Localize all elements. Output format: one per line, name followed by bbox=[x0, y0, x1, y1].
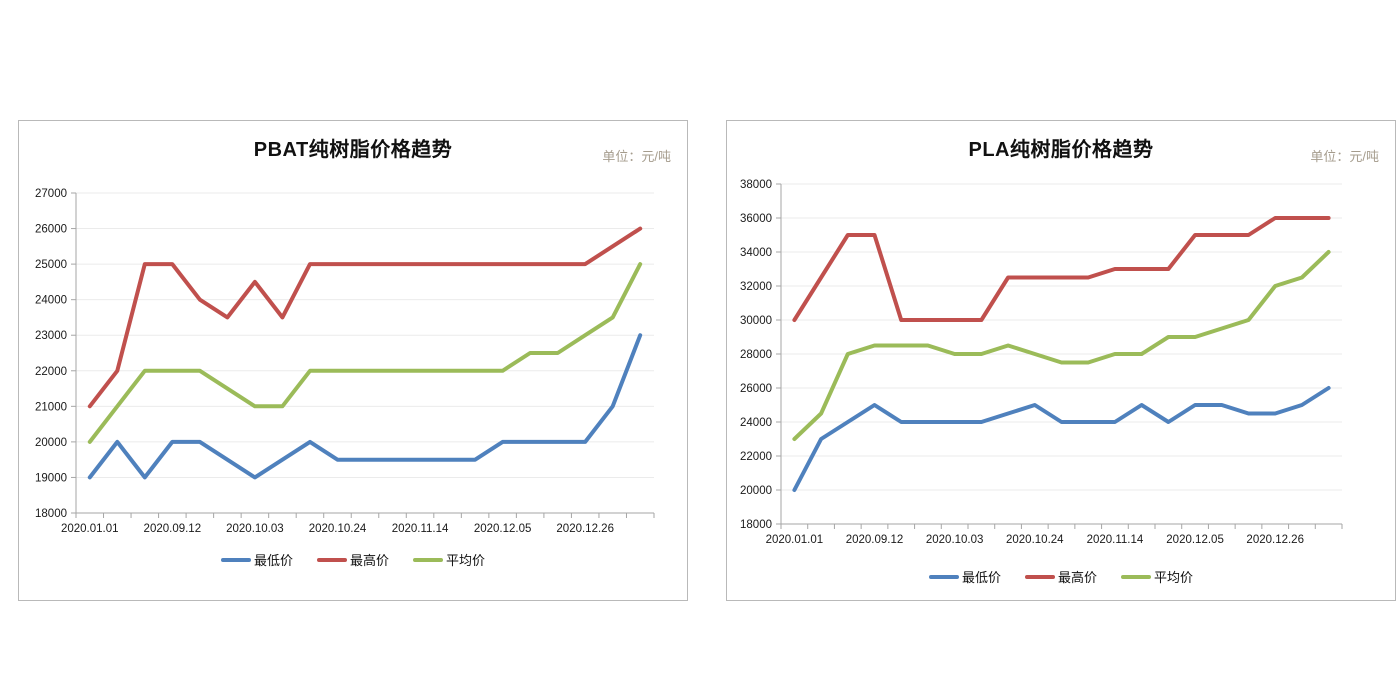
legend-item: 最低价 bbox=[220, 550, 293, 569]
chart-title-pbat: PBAT纯树脂价格趋势 bbox=[253, 139, 453, 161]
y-axis-labels: 18000 19000 20000 21000 22000 23000 24000 25000… bbox=[35, 188, 67, 520]
x-tick-label: 2020.10.03 bbox=[926, 534, 984, 546]
legend-line-swatch bbox=[413, 557, 443, 562]
line-chart-pla: 18000 20000 22000 24000 26000 28000 30000 32000… bbox=[740, 179, 1343, 546]
x-tick-label: 2020.09.12 bbox=[846, 534, 904, 546]
legend-pla: 最低价 最高价 平均价 bbox=[727, 567, 1395, 586]
legend-line-swatch bbox=[928, 574, 959, 579]
x-tick-label: 2020.12.05 bbox=[474, 523, 532, 535]
chart-title-pla: PLA纯树脂价格趋势 bbox=[968, 139, 1154, 161]
axis-ticks bbox=[71, 192, 655, 518]
x-tick-label: 2020.10.24 bbox=[309, 523, 367, 535]
y-tick-label: 18000 bbox=[740, 519, 772, 531]
series-min-price bbox=[87, 333, 643, 480]
y-tick-label: 21000 bbox=[35, 401, 67, 413]
y-tick-label: 18000 bbox=[35, 508, 67, 520]
x-tick-label: 2020.12.05 bbox=[1166, 534, 1224, 546]
chart-panel-pla: PLA纯树脂价格趋势 单位：元/吨 18000 20000 22000 24000 26… bbox=[726, 120, 1396, 601]
x-tick-label: 2020.12.26 bbox=[1246, 534, 1304, 546]
x-tick-label: 2020.10.03 bbox=[226, 523, 284, 535]
y-tick-label: 19000 bbox=[35, 472, 67, 484]
y-axis-labels: 18000 20000 22000 24000 26000 28000 30000 32000… bbox=[740, 179, 772, 531]
x-tick-label: 2020.01.01 bbox=[766, 534, 824, 546]
y-tick-label: 36000 bbox=[740, 213, 772, 225]
legend-line-swatch bbox=[1024, 574, 1055, 579]
x-axis-labels: 2020.01.01 2020.09.12 2020.10.03 2020.10.24… bbox=[766, 534, 1304, 546]
y-tick-label: 28000 bbox=[740, 349, 772, 361]
y-tick-label: 20000 bbox=[35, 437, 67, 449]
y-tick-label: 26000 bbox=[35, 224, 67, 236]
y-tick-label: 27000 bbox=[35, 188, 67, 200]
y-tick-label: 22000 bbox=[740, 451, 772, 463]
y-tick-label: 30000 bbox=[740, 315, 772, 327]
legend-item: 最高价 bbox=[316, 550, 389, 569]
unit-label-pla: 单位：元/吨 bbox=[1310, 149, 1379, 164]
y-tick-label: 26000 bbox=[740, 383, 772, 395]
series-max-price bbox=[87, 226, 643, 409]
y-tick-label: 38000 bbox=[740, 179, 772, 191]
gridlines bbox=[781, 183, 1342, 491]
y-tick-label: 20000 bbox=[740, 485, 772, 497]
y-tick-label: 22000 bbox=[35, 366, 67, 378]
gridlines bbox=[76, 192, 654, 478]
x-axis-labels: 2020.01.01 2020.09.12 2020.10.03 2020.10.24… bbox=[61, 523, 614, 535]
axis-ticks bbox=[776, 183, 1343, 529]
legend-line-swatch bbox=[220, 557, 251, 562]
series-max-price bbox=[792, 216, 1331, 322]
series-min-price bbox=[792, 386, 1331, 492]
legend-item: 平均价 bbox=[1121, 567, 1193, 586]
y-tick-label: 23000 bbox=[35, 330, 67, 342]
x-tick-label: 2020.09.12 bbox=[144, 523, 202, 535]
legend-line-swatch bbox=[316, 557, 347, 562]
legend-label: 最高价 bbox=[1057, 570, 1097, 585]
line-chart-pbat: 18000 19000 20000 21000 22000 23000 24000 25000… bbox=[35, 188, 655, 535]
legend-item: 最低价 bbox=[928, 567, 1001, 586]
x-tick-label: 2020.12.26 bbox=[556, 523, 614, 535]
chart-panel-pbat: PBAT纯树脂价格趋势 单位：元/吨 18000 19000 20000 21000 2… bbox=[18, 120, 688, 601]
legend-label: 平均价 bbox=[446, 553, 486, 568]
axes bbox=[75, 193, 654, 514]
series-avg-price bbox=[792, 250, 1331, 441]
legend-label: 平均价 bbox=[1154, 570, 1194, 585]
x-tick-label: 2020.11.14 bbox=[392, 523, 449, 535]
unit-label-pbat: 单位：元/吨 bbox=[602, 149, 671, 164]
legend-label: 最高价 bbox=[349, 553, 389, 568]
legend-item: 平均价 bbox=[413, 550, 485, 569]
x-tick-label: 2020.01.01 bbox=[61, 523, 119, 535]
legend-item: 最高价 bbox=[1024, 567, 1097, 586]
series-avg-price bbox=[87, 262, 643, 444]
legend-label: 最低价 bbox=[253, 553, 293, 568]
legend-pbat: 最低价 最高价 平均价 bbox=[19, 550, 687, 569]
y-tick-label: 25000 bbox=[35, 259, 67, 271]
y-tick-label: 24000 bbox=[740, 417, 772, 429]
legend-label: 最低价 bbox=[961, 570, 1001, 585]
y-tick-label: 24000 bbox=[35, 295, 67, 307]
x-tick-label: 2020.11.14 bbox=[1087, 534, 1144, 546]
legend-line-swatch bbox=[1121, 574, 1151, 579]
x-tick-label: 2020.10.24 bbox=[1006, 534, 1064, 546]
y-tick-label: 32000 bbox=[740, 281, 772, 293]
y-tick-label: 34000 bbox=[740, 247, 772, 259]
